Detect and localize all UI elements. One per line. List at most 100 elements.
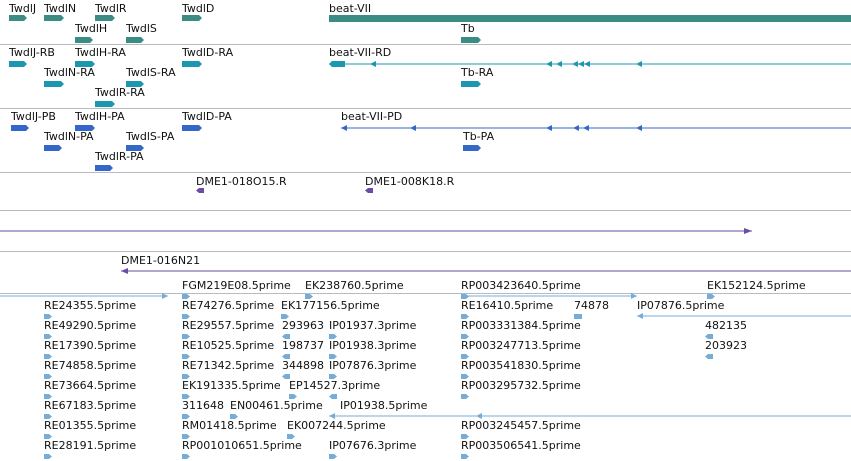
protein-glyph[interactable] (182, 125, 202, 131)
est-label[interactable]: IP07876.5prime (637, 299, 725, 312)
transcript-glyph[interactable] (126, 81, 144, 87)
gene-label[interactable]: TwdlR (95, 2, 127, 15)
protein-glyph[interactable] (636, 125, 642, 131)
est-glyph[interactable] (329, 374, 337, 379)
est-glyph[interactable] (44, 394, 52, 399)
transcript-glyph[interactable] (44, 81, 64, 87)
est-label[interactable]: RE74276.5prime (182, 299, 275, 312)
clone-label[interactable]: DME1-008K18.R (365, 175, 455, 188)
est-label[interactable]: IP07876.3prime (329, 359, 417, 372)
transcript-glyph[interactable] (572, 61, 578, 67)
est-label[interactable]: RE49290.5prime (44, 319, 137, 332)
protein-glyph[interactable] (583, 125, 589, 131)
est-glyph[interactable] (44, 374, 52, 379)
transcript-label[interactable]: Tb-RA (461, 66, 494, 79)
clone-glyph[interactable] (365, 188, 373, 193)
est-glyph[interactable] (461, 454, 469, 459)
est-label[interactable]: 293963 (282, 319, 324, 332)
clone-label[interactable]: DME1-016N21 (121, 254, 201, 267)
protein-label[interactable]: TwdlS-PA (126, 130, 175, 143)
est-glyph[interactable] (162, 293, 168, 299)
est-glyph[interactable] (182, 374, 190, 379)
gene-glyph[interactable] (126, 37, 144, 43)
protein-label[interactable]: beat-VII-PD (341, 110, 403, 123)
est-label[interactable]: EK238760.5prime (305, 279, 404, 292)
est-label[interactable]: RE17390.5prime (44, 339, 137, 352)
est-glyph[interactable] (182, 334, 190, 339)
est-label[interactable]: RP003423640.5prime (461, 279, 581, 292)
est-glyph[interactable] (461, 394, 469, 399)
est-label[interactable]: RE10525.5prime (182, 339, 275, 352)
transcript-glyph[interactable] (546, 61, 552, 67)
transcript-glyph[interactable] (95, 101, 115, 107)
est-label[interactable]: RE73664.5prime (44, 379, 137, 392)
gene-label[interactable]: TwdlJ (9, 2, 37, 15)
protein-label[interactable]: TwdlR-PA (95, 150, 144, 163)
est-label[interactable]: EK177156.5prime (281, 299, 380, 312)
protein-glyph[interactable] (410, 125, 416, 131)
est-label[interactable]: EN00461.5prime (230, 399, 323, 412)
transcript-glyph[interactable] (9, 61, 27, 67)
est-label[interactable]: 203923 (705, 339, 747, 352)
est-label[interactable]: RP001010651.5prime (182, 439, 302, 452)
clone-glyph[interactable] (121, 268, 128, 274)
est-glyph[interactable] (305, 294, 313, 299)
est-glyph[interactable] (44, 414, 52, 419)
est-label[interactable]: 198737 (282, 339, 324, 352)
est-glyph[interactable] (44, 454, 52, 459)
est-glyph[interactable] (44, 334, 52, 339)
gene-glyph[interactable] (44, 15, 64, 21)
est-glyph[interactable] (329, 394, 337, 399)
clone-glyph[interactable] (196, 188, 204, 193)
transcript-glyph[interactable] (329, 61, 345, 67)
protein-label[interactable]: TwdlN-PA (44, 130, 94, 143)
transcript-glyph[interactable] (182, 61, 202, 67)
est-glyph[interactable] (461, 434, 469, 439)
transcript-label[interactable]: TwdlD-RA (182, 46, 234, 59)
est-glyph[interactable] (461, 314, 469, 319)
est-glyph[interactable] (289, 394, 297, 399)
est-glyph[interactable] (282, 334, 290, 339)
transcript-glyph[interactable] (75, 61, 95, 67)
est-label[interactable]: RP003245457.5prime (461, 419, 581, 432)
est-label[interactable]: EK191335.5prime (182, 379, 281, 392)
est-glyph[interactable] (182, 294, 190, 299)
protein-glyph[interactable] (44, 145, 62, 151)
est-label[interactable]: RP003506541.5prime (461, 439, 581, 452)
transcript-label[interactable]: TwdlR-RA (95, 86, 145, 99)
protein-glyph[interactable] (546, 125, 552, 131)
est-glyph[interactable] (287, 434, 295, 439)
est-glyph[interactable] (182, 314, 190, 319)
gene-label[interactable]: TwdlS (126, 22, 157, 35)
est-glyph[interactable] (182, 414, 190, 419)
gene-glyph[interactable] (182, 15, 202, 21)
est-glyph[interactable] (329, 413, 335, 419)
est-label[interactable]: RE67183.5prime (44, 399, 137, 412)
est-glyph[interactable] (705, 334, 713, 339)
gene-label[interactable]: TwdlH (75, 22, 108, 35)
est-label[interactable]: RE16410.5prime (461, 299, 554, 312)
est-label[interactable]: RE28191.5prime (44, 439, 137, 452)
transcript-glyph[interactable] (461, 81, 481, 87)
clone-glyph[interactable] (744, 228, 752, 234)
protein-label[interactable]: TwdlD-PA (182, 110, 232, 123)
est-glyph[interactable] (182, 394, 190, 399)
transcript-label[interactable]: TwdlN-RA (44, 66, 95, 79)
gene-glyph[interactable] (9, 15, 27, 21)
protein-glyph[interactable] (11, 125, 29, 131)
est-glyph[interactable] (182, 434, 190, 439)
protein-glyph[interactable] (75, 125, 95, 131)
gene-label[interactable]: Tb (461, 22, 475, 35)
transcript-label[interactable]: TwdlH-RA (75, 46, 126, 59)
est-label[interactable]: EK152124.5prime (707, 279, 806, 292)
est-label[interactable]: RE71342.5prime (182, 359, 275, 372)
est-glyph[interactable] (329, 354, 337, 359)
est-label[interactable]: RP003541830.5prime (461, 359, 581, 372)
gene-glyph[interactable] (329, 15, 851, 22)
est-label[interactable]: IP07676.3prime (329, 439, 417, 452)
transcript-label[interactable]: TwdlS-RA (126, 66, 176, 79)
est-label[interactable]: RM01418.5prime (182, 419, 277, 432)
est-label[interactable]: 344898 (282, 359, 324, 372)
transcript-glyph[interactable] (636, 61, 642, 67)
gene-glyph[interactable] (95, 15, 115, 21)
